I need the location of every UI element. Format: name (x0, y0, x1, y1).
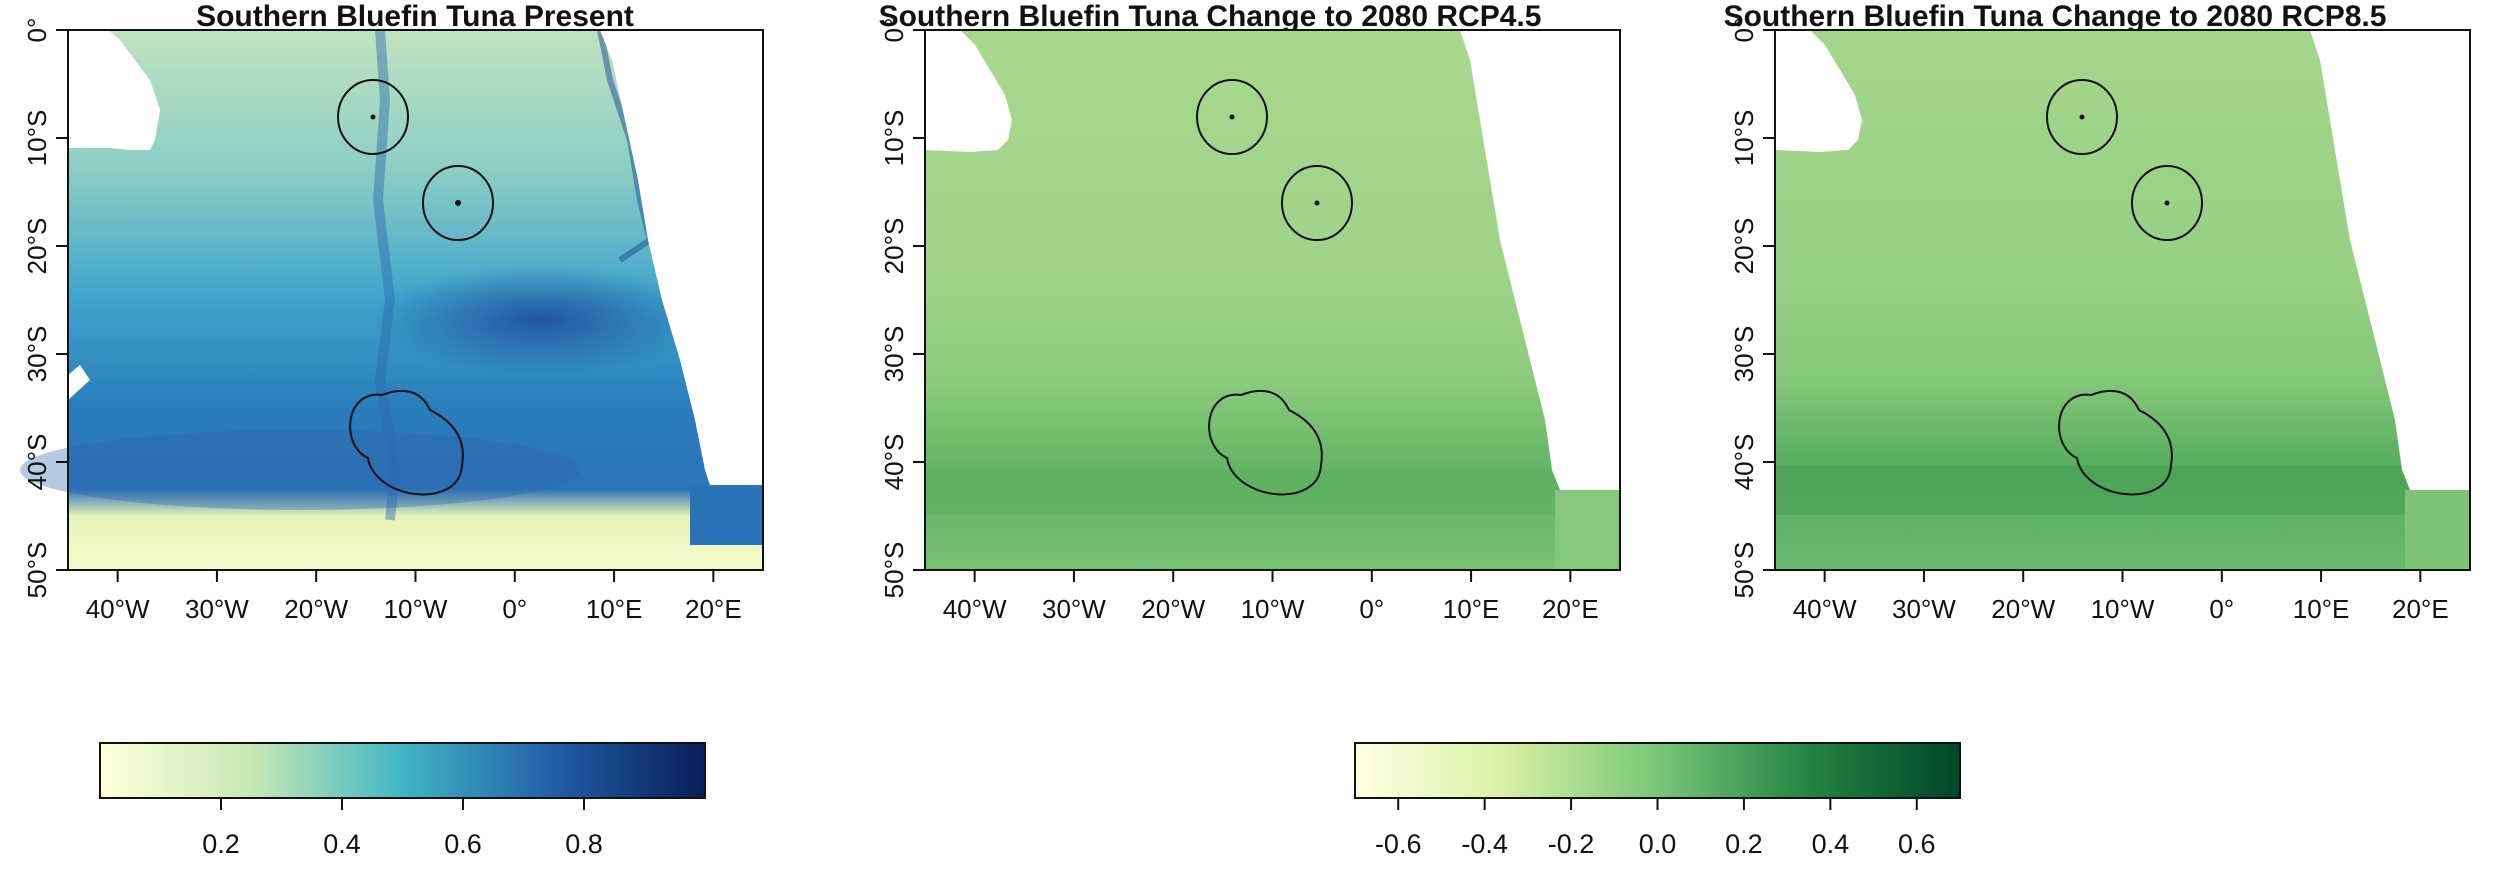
y-tick-label: 30°S (1729, 326, 1759, 383)
colorbar-change-ticks: -0.6 -0.4 -0.2 0.0 0.2 0.4 0.6 (1375, 798, 1936, 859)
y-tick-label: 0° (879, 18, 909, 43)
x-tick-label: 0° (2209, 594, 2234, 624)
colorbar-present-ticks: 0.2 0.4 0.6 0.8 (202, 798, 603, 859)
map-panel-rcp45: Southern Bluefin Tuna Change to 2080 RCP… (879, 0, 1621, 624)
x-tick-label: 20°E (685, 594, 742, 624)
colorbar-tick-label: 0.6 (444, 829, 482, 859)
x-tick-label: 20°E (2392, 594, 2449, 624)
x-axis-rcp45: 40°W 30°W 20°W 10°W 0° 10°E 20°E (943, 570, 1599, 624)
seamount-area-3 (1208, 389, 1323, 496)
y-tick-label: 0° (22, 18, 52, 43)
x-axis-rcp85: 40°W 30°W 20°W 10°W 0° 10°E 20°E (1793, 570, 2449, 624)
colorbar-tick-label: -0.4 (1461, 829, 1508, 859)
y-tick-label: 20°S (22, 218, 52, 275)
y-axis-rcp45: 0° 10°S 20°S 30°S 40°S 50°S (879, 18, 925, 599)
x-tick-label: 10°W (384, 594, 448, 624)
y-tick-label: 50°S (22, 542, 52, 599)
seamount-area-3 (349, 389, 464, 496)
colorbar-tick-label: 0.2 (202, 829, 240, 859)
x-tick-label: 30°W (185, 594, 249, 624)
y-axis-present: 0° 10°S 20°S 30°S 40°S 50°S (22, 18, 68, 599)
x-tick-label: 20°W (1991, 594, 2055, 624)
x-tick-label: 40°W (1793, 594, 1857, 624)
colorbar-tick-label: -0.2 (1548, 829, 1595, 859)
seamount-outlines-present (337, 79, 494, 496)
colorbar-tick-label: -0.6 (1375, 829, 1422, 859)
y-tick-label: 0° (1729, 18, 1759, 43)
y-tick-label: 20°S (879, 218, 909, 275)
colorbar-tick-label: 0.4 (323, 829, 361, 859)
seamount-area-2 (2131, 165, 2203, 241)
land-masks-rcp45 (925, 30, 1620, 490)
y-tick-label: 40°S (879, 434, 909, 491)
colorbar-tick-label: 0.4 (1812, 829, 1850, 859)
colorbar-tick-label: 0.6 (1898, 829, 1936, 859)
seamount-area-1 (1196, 79, 1268, 155)
seamount-area-1 (2046, 79, 2118, 155)
seamount-outlines-rcp85 (2046, 79, 2203, 496)
x-tick-label: 20°W (284, 594, 348, 624)
y-tick-label: 10°S (22, 110, 52, 167)
map-field-rcp45 (925, 30, 1620, 570)
x-tick-label: 10°W (2091, 594, 2155, 624)
y-axis-rcp85: 0° 10°S 20°S 30°S 40°S 50°S (1729, 18, 1775, 599)
colorbar-change: -0.6 -0.4 -0.2 0.0 0.2 0.4 0.6 (1354, 742, 1961, 859)
y-tick-label: 30°S (879, 326, 909, 383)
panel-title-present: Southern Bluefin Tuna Present (196, 0, 634, 33)
x-tick-label: 40°W (86, 594, 150, 624)
y-tick-label: 50°S (1729, 542, 1759, 599)
x-tick-label: 30°W (1042, 594, 1106, 624)
y-tick-label: 40°S (1729, 434, 1759, 491)
map-panel-rcp85: Southern Bluefin Tuna Change to 2080 RCP… (1724, 0, 2471, 624)
colorbar-tick-label: 0.0 (1639, 829, 1677, 859)
colorbar-present-ramp (99, 742, 706, 799)
y-tick-label: 10°S (879, 110, 909, 167)
y-tick-label: 50°S (879, 542, 909, 599)
panel-title-rcp45: Southern Bluefin Tuna Change to 2080 RCP… (879, 0, 1542, 33)
x-tick-label: 20°E (1542, 594, 1599, 624)
x-tick-label: 30°W (1892, 594, 1956, 624)
x-tick-label: 40°W (943, 594, 1007, 624)
y-tick-label: 10°S (1729, 110, 1759, 167)
colorbar-present: 0.2 0.4 0.6 0.8 (99, 742, 706, 859)
map-panel-present: Southern Bluefin Tuna Present 40°W 30°W 20… (20, 0, 764, 624)
y-tick-label: 40°S (22, 434, 52, 491)
x-tick-label: 20°W (1141, 594, 1205, 624)
x-axis-present: 40°W 30°W 20°W 10°W 0° 10°E 20°E (86, 570, 742, 624)
x-tick-label: 10°E (1443, 594, 1500, 624)
colorbar-tick-label: 0.8 (565, 829, 603, 859)
land-masks-rcp85 (1775, 30, 2470, 490)
x-tick-label: 0° (1359, 594, 1384, 624)
y-tick-label: 30°S (22, 326, 52, 383)
y-tick-label: 20°S (1729, 218, 1759, 275)
land-masks-present (68, 30, 763, 485)
x-tick-label: 0° (502, 594, 527, 624)
seamount-area-1 (337, 79, 409, 155)
panel-title-rcp85: Southern Bluefin Tuna Change to 2080 RCP… (1724, 0, 2387, 33)
x-tick-label: 10°E (586, 594, 643, 624)
seamount-outlines-rcp45 (1196, 79, 1353, 496)
x-tick-label: 10°W (1241, 594, 1305, 624)
seamount-area-3 (2058, 389, 2173, 496)
seamount-area-2 (422, 165, 494, 241)
colorbar-tick-label: 0.2 (1725, 829, 1763, 859)
seamount-area-2 (1281, 165, 1353, 241)
colorbar-change-ramp (1354, 742, 1961, 799)
x-tick-label: 10°E (2293, 594, 2350, 624)
